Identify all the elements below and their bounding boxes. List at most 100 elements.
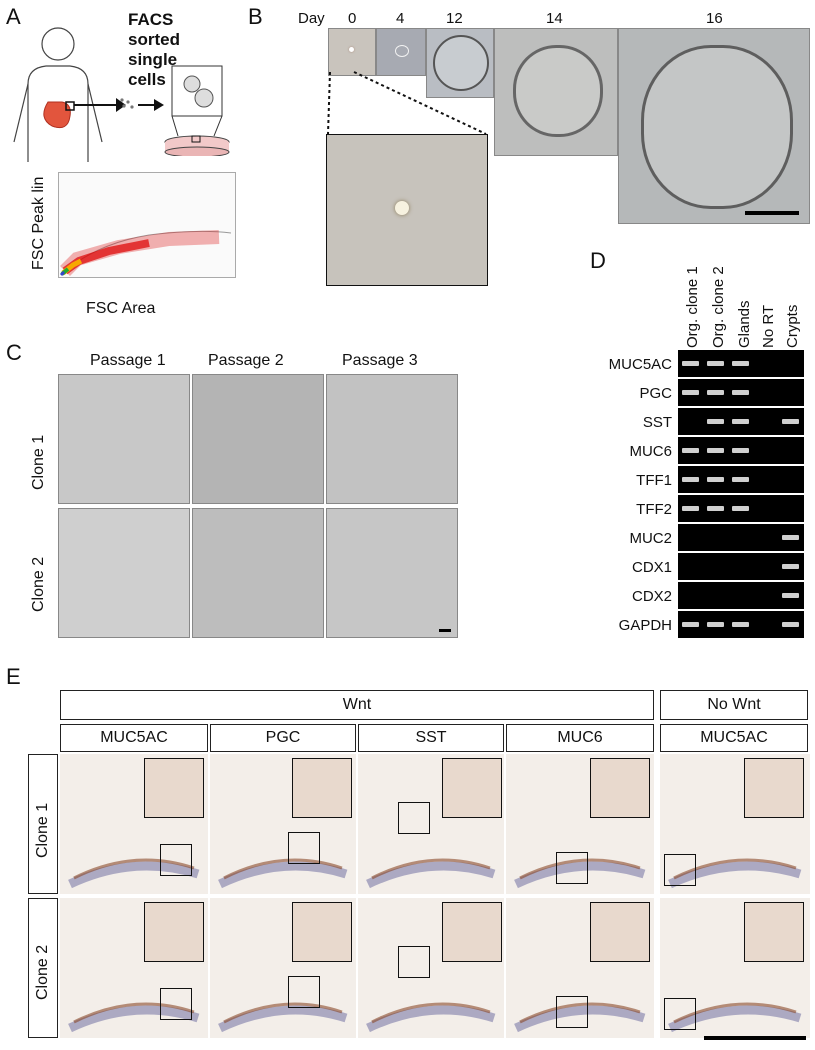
passage-1-label: Passage 1 <box>90 352 166 369</box>
ihc-tissue-drawing <box>218 1002 348 1033</box>
facs-scatter-plot <box>58 172 236 278</box>
facs-line-4: cells <box>128 70 166 89</box>
clone-1-label-e: Clone 1 <box>34 802 51 858</box>
stain-header-muc5ac-nownt: MUC5AC <box>660 724 808 752</box>
passage-2-label: Passage 2 <box>208 352 284 369</box>
facs-scatter-points <box>59 230 232 277</box>
gel-band <box>707 477 724 482</box>
lane-label-3: Glands <box>736 300 753 348</box>
clone-2-box-e <box>28 898 58 1038</box>
facs-line-3: single <box>128 50 178 69</box>
gel-band <box>707 390 724 395</box>
ihc-clone1-muc6 <box>506 754 654 894</box>
culture-dish-icon <box>164 65 230 156</box>
gel-band <box>682 448 699 453</box>
gel-band <box>732 361 749 366</box>
stain-header-muc5ac: MUC5AC <box>60 724 208 752</box>
single-cells-icon <box>120 98 134 109</box>
gene-label-muc5ac: MUC5AC <box>608 356 672 373</box>
gel-band <box>707 622 724 627</box>
gel-band <box>732 390 749 395</box>
ihc-zoom-region-box <box>160 844 192 876</box>
ihc-zoom-region-box <box>556 996 588 1028</box>
gene-label-sst: SST <box>642 414 672 431</box>
ihc-clone2-pgc <box>210 898 356 1038</box>
gel-band <box>682 361 699 366</box>
gene-label-gapdh: GAPDH <box>618 617 672 634</box>
organoid-day0-zoom <box>326 134 488 286</box>
gel-band <box>782 419 799 424</box>
panel-label-d: D <box>590 248 606 273</box>
clone-2-label-e: Clone 2 <box>34 944 51 1000</box>
scale-bar-c <box>439 629 451 632</box>
ihc-zoom-region-box <box>556 852 588 884</box>
gel-row-pgc <box>678 379 804 406</box>
gel-panel: MUC5AC PGC SST MUC6 TFF1 TFF2 MUC2 CDX1 CDX2 GAPD… <box>590 350 806 642</box>
gel-row-gapdh <box>678 611 804 638</box>
human-body-outline <box>13 27 103 162</box>
facs-line-1: FACS <box>128 10 174 29</box>
gene-label-muc2: MUC2 <box>629 530 672 547</box>
clone-2-label-c: Clone 2 <box>30 556 47 612</box>
facs-x-axis-label: FSC Area <box>86 300 156 317</box>
panel-label-c: C <box>6 340 22 365</box>
day-0: 0 <box>348 10 357 27</box>
panel-label-e: E <box>6 664 21 689</box>
gel-band <box>682 506 699 511</box>
ihc-inset-zoom <box>442 902 502 962</box>
ihc-clone1-muc5ac-nownt <box>660 754 810 894</box>
gene-label-muc6: MUC6 <box>629 443 672 460</box>
gel-band <box>782 622 799 627</box>
arrow-icon-2 <box>138 99 164 111</box>
gene-label-tff2: TFF2 <box>636 501 672 518</box>
facs-text: FACS sorted single cells <box>128 10 180 90</box>
gel-band <box>707 361 724 366</box>
ihc-image-grid <box>60 754 810 1044</box>
ihc-clone1-pgc <box>210 754 356 894</box>
gel-band <box>682 477 699 482</box>
gel-row-muc5ac <box>678 350 804 377</box>
ihc-tissue-drawing <box>366 858 496 889</box>
ihc-zoom-region-box <box>288 976 320 1008</box>
gel-band <box>732 448 749 453</box>
gel-row-muc2 <box>678 524 804 551</box>
ihc-tissue-drawing <box>668 858 802 889</box>
gel-row-muc6 <box>678 437 804 464</box>
clone2-passage1-image <box>58 508 190 638</box>
clone-1-label-c: Clone 1 <box>30 434 47 490</box>
gel-row-tff1 <box>678 466 804 493</box>
gel-band <box>782 535 799 540</box>
gel-band <box>732 506 749 511</box>
clone2-passage2-image <box>192 508 324 638</box>
day-14: 14 <box>546 10 563 27</box>
gel-band <box>682 622 699 627</box>
gel-row-sst <box>678 408 804 435</box>
day-label: Day <box>298 10 325 27</box>
no-wnt-group-box: No Wnt <box>660 690 808 720</box>
ihc-inset-zoom <box>144 902 204 962</box>
ihc-inset-zoom <box>144 758 204 818</box>
gene-label-tff1: TFF1 <box>636 472 672 489</box>
gel-row-tff2 <box>678 495 804 522</box>
ihc-tissue-drawing <box>68 858 200 889</box>
ihc-tissue-drawing <box>514 858 646 889</box>
ihc-zoom-region-box <box>288 832 320 864</box>
scale-bar-e <box>704 1036 806 1040</box>
gel-band <box>732 622 749 627</box>
stain-header-pgc: PGC <box>210 724 356 752</box>
lane-label-2: Org. clone 2 <box>710 266 727 348</box>
ihc-inset-zoom <box>442 758 502 818</box>
clone1-passage3-image <box>326 374 458 504</box>
facs-y-axis-label: FSC Peak lin <box>30 176 47 270</box>
gel-band <box>707 448 724 453</box>
organoid-day4-image <box>376 28 426 76</box>
ihc-zoom-region-box <box>664 998 696 1030</box>
day-4: 4 <box>396 10 405 27</box>
ihc-tissue-drawing <box>668 1002 802 1033</box>
gene-label-cdx1: CDX1 <box>631 559 672 576</box>
ihc-zoom-region-box <box>398 946 430 978</box>
gel-band <box>732 419 749 424</box>
clone-1-box-e <box>28 754 58 894</box>
gel-band <box>682 390 699 395</box>
arrow-line-1 <box>74 104 120 106</box>
